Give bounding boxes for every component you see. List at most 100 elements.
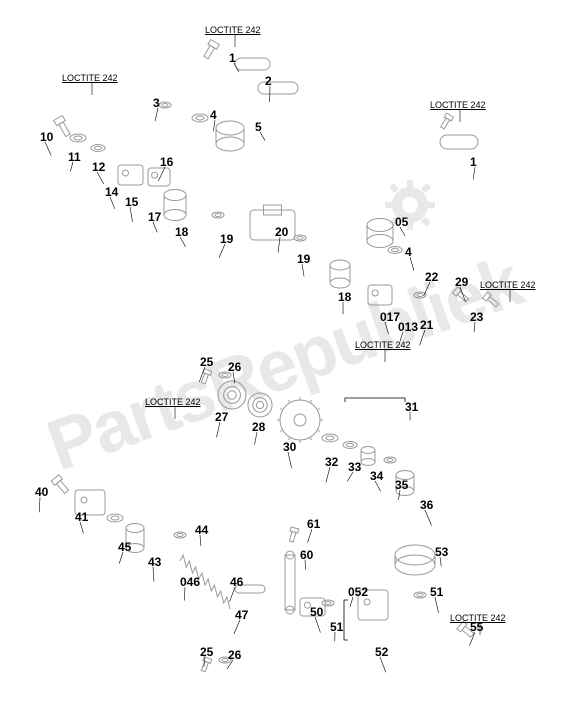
part-bearing (218, 381, 246, 409)
part-lever (235, 58, 270, 70)
part-bracket (368, 285, 392, 305)
loctite-label-5: LOCTITE 242 (145, 397, 201, 407)
part-number-31: 31 (405, 400, 418, 414)
part-rod-long (285, 551, 295, 614)
part-number-61: 61 (307, 517, 320, 531)
part-number-43: 43 (148, 555, 161, 569)
part-number-15: 15 (125, 195, 138, 209)
part-number-12: 12 (92, 160, 105, 174)
part-number-51: 51 (330, 620, 343, 634)
part-number-36: 36 (420, 498, 433, 512)
part-number-34: 34 (370, 469, 383, 483)
part-number-17: 17 (148, 210, 161, 224)
part-number-40: 40 (35, 485, 48, 499)
part-number-53: 53 (435, 545, 448, 559)
part-number-47: 47 (235, 608, 248, 622)
part-screw (199, 657, 211, 673)
part-washer (322, 600, 334, 606)
part-bushing (164, 190, 186, 221)
part-number-4b: 4 (405, 245, 412, 259)
part-bracket-line (345, 398, 405, 402)
loctite-label-6: LOCTITE 242 (450, 613, 506, 623)
part-ring (384, 457, 396, 463)
part-screw (439, 113, 453, 130)
part-lever (440, 135, 478, 149)
part-number-44: 44 (195, 523, 208, 537)
part-number-10: 10 (40, 130, 53, 144)
loctite-label-0: LOCTITE 242 (205, 25, 261, 35)
part-number-18b: 18 (338, 290, 351, 304)
part-number-26: 26 (228, 360, 241, 374)
part-number-51b: 51 (430, 585, 443, 599)
part-screw (54, 116, 73, 138)
part-ring (212, 212, 224, 218)
part-number-26b: 26 (228, 648, 241, 662)
part-number-29: 29 (455, 275, 468, 289)
part-cylinder (367, 219, 393, 248)
part-number-18: 18 (175, 225, 188, 239)
part-number-19: 19 (220, 232, 233, 246)
part-washer (70, 134, 86, 142)
part-screw (51, 475, 70, 495)
part-tube (395, 545, 435, 575)
part-number-14: 14 (105, 185, 118, 199)
part-number-3: 3 (153, 96, 160, 110)
part-bracket (148, 168, 170, 186)
part-washer (343, 442, 357, 449)
part-washer (91, 145, 105, 152)
part-number-05: 05 (395, 215, 408, 229)
part-gear (277, 397, 323, 443)
part-ring (192, 114, 208, 122)
part-spacer (361, 447, 375, 466)
part-number-60: 60 (300, 548, 313, 562)
part-number-013: 013 (398, 320, 418, 334)
part-number-20: 20 (275, 225, 288, 239)
part-number-22: 22 (425, 270, 438, 284)
part-number-25: 25 (200, 355, 213, 369)
part-lever (258, 82, 298, 94)
part-bearing (248, 393, 272, 417)
part-number-28: 28 (252, 420, 265, 434)
part-bushing (330, 260, 350, 288)
part-number-21: 21 (420, 318, 433, 332)
part-number-52: 52 (375, 645, 388, 659)
part-washer (322, 434, 338, 442)
part-number-25b: 25 (200, 645, 213, 659)
part-number-30: 30 (283, 440, 296, 454)
loctite-label-3: LOCTITE 242 (480, 280, 536, 290)
part-number-41: 41 (75, 510, 88, 524)
part-number-1: 1 (229, 51, 236, 65)
part-screw (482, 292, 499, 308)
part-ring (294, 235, 306, 241)
part-ring (174, 532, 186, 538)
part-number-46: 46 (230, 575, 243, 589)
part-screw (202, 40, 220, 61)
part-ring (107, 514, 123, 522)
part-number-16: 16 (160, 155, 173, 169)
part-washer (414, 592, 426, 598)
part-number-2: 2 (265, 74, 272, 88)
part-number-5: 5 (255, 120, 262, 134)
part-number-32: 32 (325, 455, 338, 469)
part-number-23: 23 (470, 310, 483, 324)
loctite-label-1: LOCTITE 242 (62, 73, 118, 83)
part-number-052: 052 (348, 585, 368, 599)
part-bracket (118, 165, 143, 185)
part-number-4: 4 (210, 108, 217, 122)
part-number-19b: 19 (297, 252, 310, 266)
part-number-45: 45 (118, 540, 131, 554)
part-number-11: 11 (68, 150, 81, 164)
part-number-1b: 1 (470, 155, 477, 169)
loctite-label-2: LOCTITE 242 (430, 100, 486, 110)
loctite-label-4: LOCTITE 242 (355, 340, 411, 350)
part-number-33: 33 (348, 460, 361, 474)
part-ring (388, 247, 402, 254)
part-number-50: 50 (310, 605, 323, 619)
part-number-35: 35 (395, 478, 408, 492)
part-ring (159, 102, 171, 108)
part-bracket-line (344, 600, 348, 640)
part-cylinder (216, 121, 244, 151)
part-screw (288, 527, 299, 543)
part-number-046: 046 (180, 575, 200, 589)
part-number-27: 27 (215, 410, 228, 424)
